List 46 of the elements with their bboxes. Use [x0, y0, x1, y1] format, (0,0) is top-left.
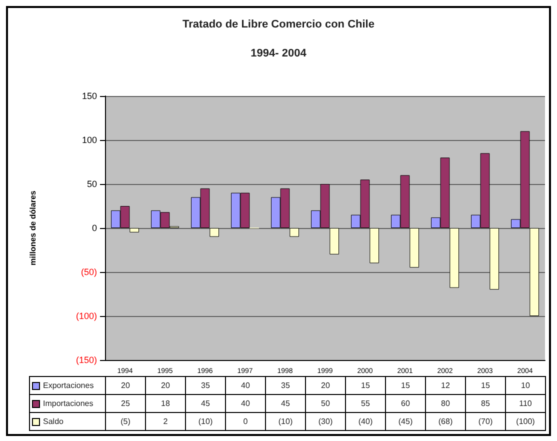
data-label: (10) [266, 412, 306, 430]
data-label: 35 [186, 376, 226, 394]
y-tick-label: 150 [82, 91, 97, 101]
data-label: 45 [186, 394, 226, 412]
data-label: 20 [146, 376, 186, 394]
data-label: 20 [106, 376, 146, 394]
y-tick-label: 0 [92, 223, 97, 233]
data-label: 45 [266, 394, 306, 412]
data-label: 18 [146, 394, 186, 412]
data-label: 60 [386, 394, 426, 412]
data-label: 40 [226, 394, 266, 412]
data-label: 15 [346, 376, 386, 394]
data-label: 2 [146, 412, 186, 430]
data-label: 25 [106, 394, 146, 412]
data-label: (10) [186, 412, 226, 430]
data-label: 110 [506, 394, 546, 412]
data-label: 10 [506, 376, 546, 394]
y-tick-label: (100) [76, 311, 97, 321]
data-label: 55 [346, 394, 386, 412]
data-label: 20 [306, 376, 346, 394]
data-label: (45) [386, 412, 426, 430]
data-label: 12 [426, 376, 466, 394]
data-label: (30) [306, 412, 346, 430]
y-tick-label: (50) [80, 267, 97, 277]
data-label: (100) [506, 412, 546, 430]
data-label: (40) [346, 412, 386, 430]
data-label: (5) [106, 412, 146, 430]
data-label: 80 [426, 394, 466, 412]
legend-label: Saldo [30, 412, 106, 430]
data-label: 0 [226, 412, 266, 430]
legend-label: Importaciones [30, 394, 106, 412]
data-label: (70) [466, 412, 506, 430]
data-label: 85 [466, 394, 506, 412]
y-tick-label: 100 [82, 135, 97, 145]
data-label: 40 [226, 376, 266, 394]
chart-title: Tratado de Libre Comercio con Chile [182, 18, 374, 30]
y-tick-label: (150) [76, 355, 97, 365]
y-axis-title: millones de dólares [28, 190, 38, 266]
chart-subtitle: 1994- 2004 [250, 48, 308, 60]
y-tick-label: 50 [86, 179, 97, 189]
data-label: (68) [426, 412, 466, 430]
data-label: 35 [266, 376, 306, 394]
legend-label: Exportaciones [30, 376, 106, 394]
data-label: 15 [466, 376, 506, 394]
data-label: 50 [306, 394, 346, 412]
data-label: 15 [386, 376, 426, 394]
